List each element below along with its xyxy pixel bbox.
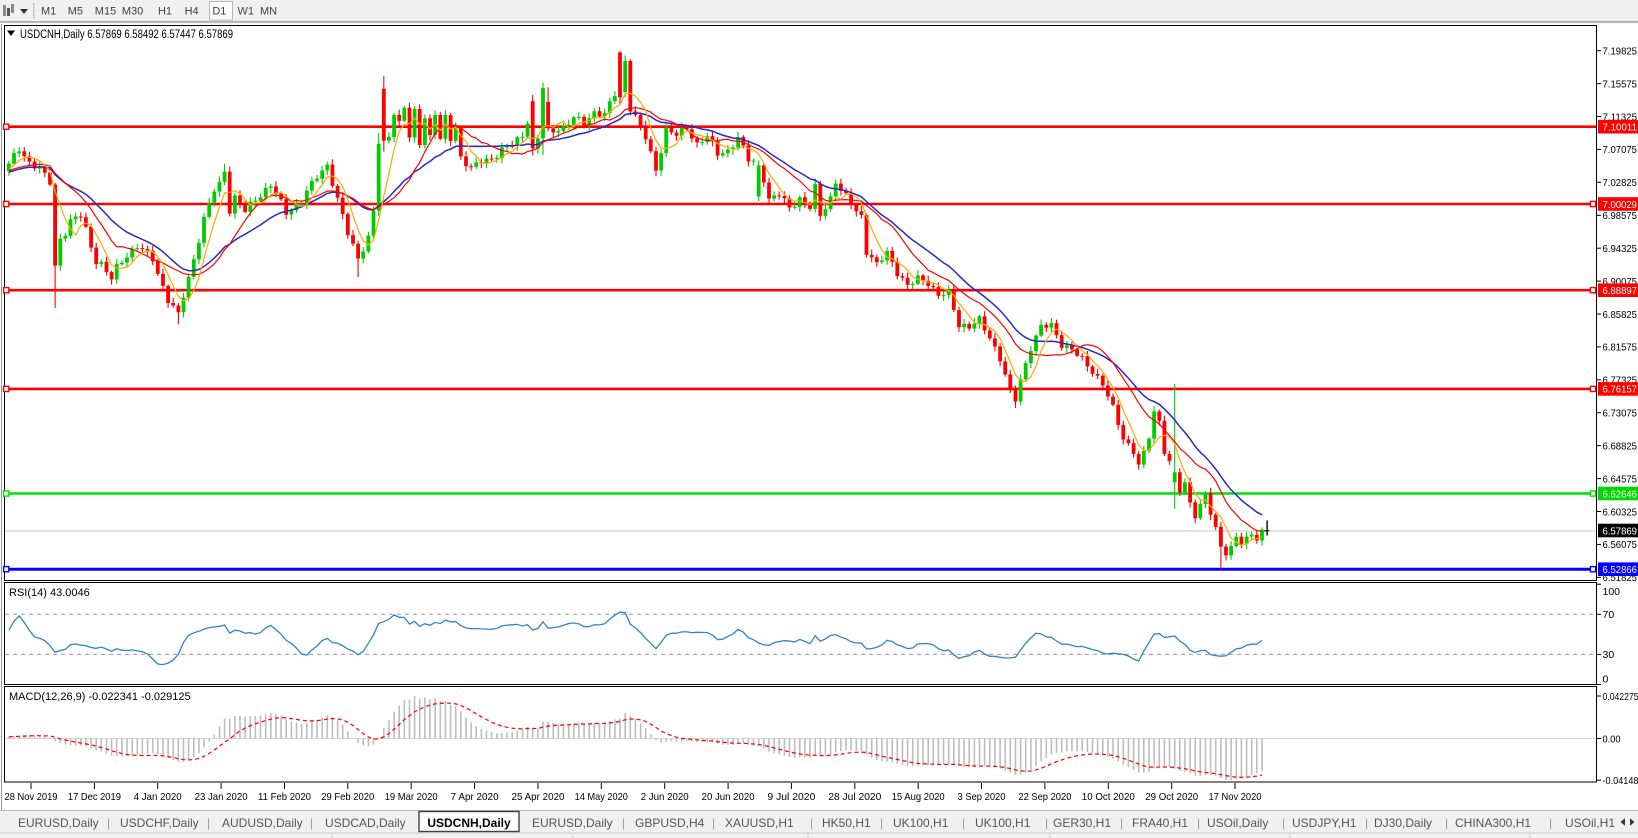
svg-text:9 Jul 2020: 9 Jul 2020 bbox=[767, 791, 815, 803]
svg-text:22 Sep 2020: 22 Sep 2020 bbox=[1018, 791, 1071, 803]
svg-text:6.85825: 6.85825 bbox=[1603, 309, 1638, 321]
svg-text:6.73075: 6.73075 bbox=[1603, 408, 1638, 420]
svg-text:CHINA300,H1: CHINA300,H1 bbox=[1455, 816, 1531, 830]
svg-text:25 Apr 2020: 25 Apr 2020 bbox=[512, 791, 565, 803]
svg-text:6.68825: 6.68825 bbox=[1603, 440, 1638, 452]
svg-text:6.64575: 6.64575 bbox=[1603, 473, 1638, 485]
svg-text:W1: W1 bbox=[238, 6, 255, 18]
svg-text:6.98575: 6.98575 bbox=[1603, 210, 1638, 222]
svg-text:4 Jan 2020: 4 Jan 2020 bbox=[134, 791, 182, 803]
svg-text:|: | bbox=[962, 816, 965, 830]
svg-text:USDCNH,Daily: USDCNH,Daily bbox=[427, 816, 511, 830]
svg-text:USDCNH,Daily 6.57869 6.58492: USDCNH,Daily 6.57869 6.58492 6.57447 6.5… bbox=[20, 29, 233, 41]
svg-text:M15: M15 bbox=[95, 6, 116, 18]
svg-text:0: 0 bbox=[1603, 673, 1609, 685]
svg-text:|: | bbox=[1365, 816, 1368, 830]
svg-text:H4: H4 bbox=[185, 6, 199, 18]
svg-text:UK100,H1: UK100,H1 bbox=[975, 816, 1031, 830]
svg-text:XAUUSD,H1: XAUUSD,H1 bbox=[725, 816, 794, 830]
svg-text:30: 30 bbox=[1603, 649, 1615, 661]
svg-text:6.88897: 6.88897 bbox=[1603, 285, 1638, 297]
svg-text:6.81575: 6.81575 bbox=[1603, 342, 1638, 354]
svg-text:|: | bbox=[622, 816, 625, 830]
svg-text:28 Nov 2019: 28 Nov 2019 bbox=[5, 791, 58, 803]
svg-text:|: | bbox=[207, 816, 210, 830]
svg-text:GBPUSD,H4: GBPUSD,H4 bbox=[635, 816, 705, 830]
svg-text:USOil,Daily: USOil,Daily bbox=[1207, 816, 1268, 830]
svg-text:3 Sep 2020: 3 Sep 2020 bbox=[958, 791, 1006, 803]
svg-text:|: | bbox=[1549, 816, 1552, 830]
svg-text:|: | bbox=[880, 816, 883, 830]
svg-text:7.02825: 7.02825 bbox=[1603, 177, 1638, 189]
svg-text:USOil,H1: USOil,H1 bbox=[1565, 816, 1615, 830]
svg-text:|: | bbox=[1120, 816, 1123, 830]
svg-text:USDJPY,H1: USDJPY,H1 bbox=[1292, 816, 1357, 830]
svg-text:USDCHF,Daily: USDCHF,Daily bbox=[120, 816, 199, 830]
svg-text:|: | bbox=[1045, 816, 1048, 830]
svg-text:M30: M30 bbox=[122, 6, 143, 18]
svg-text:70: 70 bbox=[1603, 609, 1615, 621]
svg-text:17 Dec 2019: 17 Dec 2019 bbox=[68, 791, 121, 803]
svg-text:|: | bbox=[712, 816, 715, 830]
svg-text:6.62646: 6.62646 bbox=[1603, 488, 1638, 500]
svg-text:0.042275: 0.042275 bbox=[1603, 691, 1638, 703]
svg-text:|: | bbox=[1282, 816, 1285, 830]
svg-text:GER30,H1: GER30,H1 bbox=[1053, 816, 1111, 830]
svg-text:6.52866: 6.52866 bbox=[1603, 564, 1638, 576]
svg-text:11 Feb 2020: 11 Feb 2020 bbox=[258, 791, 311, 803]
svg-text:6.94325: 6.94325 bbox=[1603, 243, 1638, 255]
svg-text:7.15575: 7.15575 bbox=[1603, 78, 1638, 90]
svg-text:|: | bbox=[107, 816, 110, 830]
svg-text:2 Jun 2020: 2 Jun 2020 bbox=[641, 791, 689, 803]
svg-text:-0.04148: -0.04148 bbox=[1603, 775, 1638, 787]
svg-text:20 Jun 2020: 20 Jun 2020 bbox=[702, 791, 755, 803]
svg-text:|: | bbox=[310, 816, 313, 830]
svg-text:6.76157: 6.76157 bbox=[1603, 384, 1638, 396]
svg-text:6.56075: 6.56075 bbox=[1603, 539, 1638, 551]
svg-text:6.60325: 6.60325 bbox=[1603, 506, 1638, 518]
svg-text:|: | bbox=[1445, 816, 1448, 830]
svg-text:EURUSD,Daily: EURUSD,Daily bbox=[18, 816, 99, 830]
svg-text:7 Apr 2020: 7 Apr 2020 bbox=[451, 791, 499, 803]
svg-text:28 Jul 2020: 28 Jul 2020 bbox=[828, 791, 881, 803]
svg-text:7.00029: 7.00029 bbox=[1603, 199, 1638, 211]
svg-text:H1: H1 bbox=[158, 6, 172, 18]
svg-text:0.00: 0.00 bbox=[1603, 733, 1621, 745]
svg-text:USDCAD,Daily: USDCAD,Daily bbox=[325, 816, 406, 830]
svg-text:19 Mar 2020: 19 Mar 2020 bbox=[385, 791, 438, 803]
svg-text:EURUSD,Daily: EURUSD,Daily bbox=[532, 816, 613, 830]
svg-text:100: 100 bbox=[1603, 586, 1621, 598]
svg-text:23 Jan 2020: 23 Jan 2020 bbox=[195, 791, 248, 803]
svg-text:15 Aug 2020: 15 Aug 2020 bbox=[892, 791, 945, 803]
svg-text:M5: M5 bbox=[68, 6, 83, 18]
svg-text:6.57869: 6.57869 bbox=[1603, 525, 1638, 537]
svg-text:AUDUSD,Daily: AUDUSD,Daily bbox=[222, 816, 303, 830]
svg-text:UK100,H1: UK100,H1 bbox=[893, 816, 949, 830]
svg-text:|: | bbox=[810, 816, 813, 830]
svg-text:17 Nov 2020: 17 Nov 2020 bbox=[1209, 791, 1262, 803]
svg-text:HK50,H1: HK50,H1 bbox=[822, 816, 871, 830]
svg-text:D1: D1 bbox=[212, 6, 226, 18]
svg-text:M1: M1 bbox=[41, 6, 56, 18]
svg-text:|: | bbox=[1197, 816, 1200, 830]
svg-text:7.19825: 7.19825 bbox=[1603, 46, 1638, 58]
svg-text:7.10011: 7.10011 bbox=[1603, 122, 1638, 134]
svg-text:DJ30,Daily: DJ30,Daily bbox=[1374, 816, 1432, 830]
svg-text:29 Oct 2020: 29 Oct 2020 bbox=[1145, 791, 1198, 803]
svg-text:MACD(12,26,9) -0.022341 -0.029: MACD(12,26,9) -0.022341 -0.029125 bbox=[9, 691, 191, 703]
svg-text:29 Feb 2020: 29 Feb 2020 bbox=[321, 791, 374, 803]
svg-text:RSI(14) 43.0046: RSI(14) 43.0046 bbox=[9, 587, 90, 599]
svg-text:10 Oct 2020: 10 Oct 2020 bbox=[1082, 791, 1135, 803]
svg-text:14 May 2020: 14 May 2020 bbox=[575, 791, 628, 803]
svg-text:MN: MN bbox=[260, 6, 277, 18]
svg-text:FRA40,H1: FRA40,H1 bbox=[1132, 816, 1188, 830]
svg-text:7.07075: 7.07075 bbox=[1603, 144, 1638, 156]
